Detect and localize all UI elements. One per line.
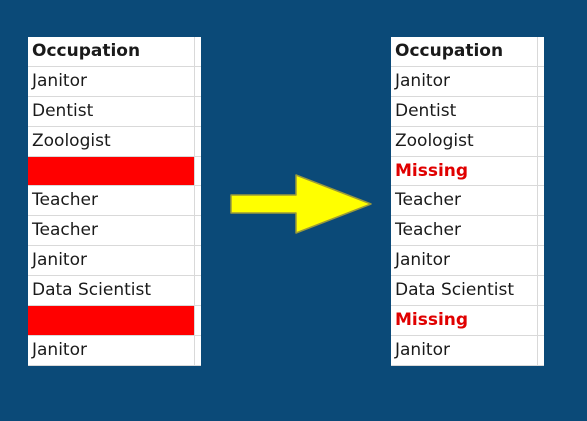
right-data-row-4-cell[interactable]: Missing <box>391 156 538 187</box>
left-data-row-7-cell[interactable]: Janitor <box>28 245 195 277</box>
left-header-row-cell[interactable]: Occupation <box>28 37 195 67</box>
right-column-edge-cell[interactable] <box>537 66 544 97</box>
before-occupation-table: Occupation Janitor Dentist Zoologist Teacher… <box>28 37 201 366</box>
left-column-edge-cell[interactable] <box>194 96 201 127</box>
left-column-edge-cell[interactable] <box>194 185 201 217</box>
right-column-edge-cell[interactable] <box>537 96 544 127</box>
right-data-row-2-cell[interactable]: Dentist <box>391 96 538 127</box>
left-data-row-8-cell[interactable]: Data Scientist <box>28 275 195 307</box>
right-data-row-5-cell[interactable]: Teacher <box>391 185 538 217</box>
left-data-row-7: Janitor <box>28 245 201 277</box>
left-column-edge-cell[interactable] <box>194 126 201 157</box>
right-column-edge-cell[interactable] <box>537 126 544 157</box>
right-column-edge-cell[interactable] <box>537 245 544 277</box>
right-column-edge-cell[interactable] <box>537 156 544 187</box>
right-column-edge-cell[interactable] <box>537 37 544 67</box>
right-data-row-4: Missing <box>391 156 544 187</box>
right-data-row-6-cell[interactable]: Teacher <box>391 215 538 247</box>
left-data-row-1-cell[interactable]: Janitor <box>28 66 195 97</box>
left-column-edge-cell[interactable] <box>194 305 201 336</box>
right-data-row-2: Dentist <box>391 96 544 127</box>
left-data-row-6: Teacher <box>28 215 201 247</box>
left-data-row-5: Teacher <box>28 185 201 217</box>
right-data-row-9-cell[interactable]: Missing <box>391 305 538 336</box>
left-data-row-9 <box>28 305 201 336</box>
left-data-row-3-cell[interactable]: Zoologist <box>28 126 195 157</box>
left-data-row-8: Data Scientist <box>28 275 201 307</box>
left-column-edge-cell[interactable] <box>194 275 201 307</box>
left-data-row-10: Janitor <box>28 335 201 366</box>
left-column-edge-cell[interactable] <box>194 66 201 97</box>
right-column-edge-cell[interactable] <box>537 215 544 247</box>
after-occupation-table: Occupation Janitor Dentist Zoologist Missing… <box>391 37 544 366</box>
right-data-row-3-cell[interactable]: Zoologist <box>391 126 538 157</box>
left-data-row-3: Zoologist <box>28 126 201 157</box>
right-column-edge-cell[interactable] <box>537 185 544 217</box>
left-column-edge-cell[interactable] <box>194 335 201 366</box>
right-data-row-7-cell[interactable]: Janitor <box>391 245 538 277</box>
right-column-edge-cell[interactable] <box>537 305 544 336</box>
left-column-edge-cell[interactable] <box>194 156 201 187</box>
right-data-row-1: Janitor <box>391 66 544 97</box>
right-arrow-icon <box>230 174 372 234</box>
right-data-row-8: Data Scientist <box>391 275 544 307</box>
right-data-row-1-cell[interactable]: Janitor <box>391 66 538 97</box>
left-data-row-9-cell[interactable] <box>28 305 195 336</box>
left-column-edge-cell[interactable] <box>194 215 201 247</box>
right-data-row-8-cell[interactable]: Data Scientist <box>391 275 538 307</box>
left-header-row: Occupation <box>28 37 201 67</box>
right-data-row-10-cell[interactable]: Janitor <box>391 335 538 366</box>
left-data-row-2: Dentist <box>28 96 201 127</box>
left-data-row-10-cell[interactable]: Janitor <box>28 335 195 366</box>
right-data-row-10: Janitor <box>391 335 544 366</box>
left-data-row-4 <box>28 156 201 187</box>
right-data-row-3: Zoologist <box>391 126 544 157</box>
right-column-edge-cell[interactable] <box>537 275 544 307</box>
right-data-row-6: Teacher <box>391 215 544 247</box>
right-data-row-9: Missing <box>391 305 544 336</box>
left-data-row-1: Janitor <box>28 66 201 97</box>
right-data-row-5: Teacher <box>391 185 544 217</box>
left-column-edge-cell[interactable] <box>194 245 201 277</box>
left-data-row-5-cell[interactable]: Teacher <box>28 185 195 217</box>
left-column-edge-cell[interactable] <box>194 37 201 67</box>
right-header-row: Occupation <box>391 37 544 67</box>
left-data-row-6-cell[interactable]: Teacher <box>28 215 195 247</box>
left-data-row-2-cell[interactable]: Dentist <box>28 96 195 127</box>
right-header-row-cell[interactable]: Occupation <box>391 37 538 67</box>
right-column-edge-cell[interactable] <box>537 335 544 366</box>
right-data-row-7: Janitor <box>391 245 544 277</box>
left-data-row-4-cell[interactable] <box>28 156 195 187</box>
